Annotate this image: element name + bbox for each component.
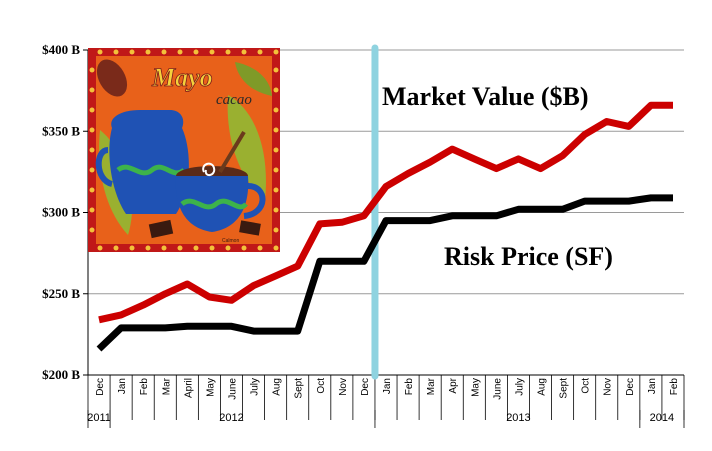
x-tick-label: Oct bbox=[316, 378, 327, 394]
leaf-top-right bbox=[235, 62, 272, 96]
inset-signature: Calmon bbox=[222, 238, 239, 244]
inset-title: Mayo bbox=[151, 63, 213, 92]
x-tick-label: Jan bbox=[647, 378, 658, 394]
pitcher bbox=[109, 110, 189, 214]
year-label: 2014 bbox=[650, 412, 674, 424]
series-lines bbox=[96, 101, 673, 352]
cup-spoon bbox=[218, 130, 246, 174]
y-tick-label: $350 B bbox=[42, 123, 80, 138]
cacao-pod bbox=[96, 59, 128, 97]
inset-artwork: Mayo cacao Calmon bbox=[88, 48, 280, 252]
x-tick-label: Jan bbox=[382, 378, 393, 394]
x-tick-label: Apr bbox=[448, 377, 459, 393]
annotation-market-value: Market Value ($B) bbox=[382, 82, 589, 111]
x-tick-label: Feb bbox=[404, 378, 415, 396]
annotation-risk-price: Risk Price (SF) bbox=[444, 242, 613, 271]
leaf-right bbox=[227, 95, 266, 200]
y-axis-labels: $200 B $250 B $300 B $350 B $400 B bbox=[42, 42, 80, 382]
x-tick-label: July bbox=[514, 378, 525, 396]
x-tick-label: Mar bbox=[161, 377, 172, 395]
year-labels: 2011 2012 2013 2014 bbox=[87, 412, 674, 424]
x-tick-label: Dec bbox=[95, 378, 106, 396]
y-tick-label: $400 B bbox=[42, 42, 80, 57]
y-tick-label: $250 B bbox=[42, 286, 80, 301]
x-tick-label: June bbox=[227, 378, 238, 400]
x-tick-label: Mar bbox=[426, 377, 437, 395]
x-axis-labels: Dec Jan Feb Mar April May June July Aug Sept Oct No… bbox=[95, 377, 680, 399]
x-tick-label: Dec bbox=[360, 378, 371, 396]
cup-pattern bbox=[180, 198, 248, 210]
y-tick-label: $300 B bbox=[42, 205, 80, 220]
x-tick-label: Sept bbox=[559, 378, 570, 399]
x-tick-label: Feb bbox=[139, 378, 150, 396]
cup-foam bbox=[202, 162, 216, 176]
x-tick-label: July bbox=[250, 378, 261, 396]
x-tick-label: Oct bbox=[581, 378, 592, 394]
chocolate-piece bbox=[148, 219, 174, 239]
y-tick-label: $200 B bbox=[42, 367, 80, 382]
year-label: 2013 bbox=[506, 412, 530, 424]
series-line-risk_price bbox=[96, 194, 673, 352]
year-label: 2011 bbox=[87, 412, 111, 424]
x-tick-label: May bbox=[205, 378, 216, 397]
x-tick-label: April bbox=[183, 378, 194, 398]
x-tick-label: Sept bbox=[294, 378, 305, 399]
x-tick-label: Jan bbox=[117, 378, 128, 394]
x-tick-label: Nov bbox=[603, 378, 614, 396]
x-tick-label: June bbox=[492, 378, 503, 400]
x-tick-label: May bbox=[470, 378, 481, 397]
x-tick-label: Feb bbox=[669, 378, 680, 396]
x-tick-label: Nov bbox=[338, 378, 349, 396]
cup-handle bbox=[243, 183, 266, 219]
pitcher-handle bbox=[95, 147, 114, 187]
year-label: 2012 bbox=[219, 412, 243, 424]
series-line-market_value bbox=[98, 101, 673, 324]
chocolate-piece bbox=[239, 220, 261, 236]
pitcher-pattern bbox=[116, 164, 186, 176]
x-tick-label: Aug bbox=[537, 378, 548, 396]
x-tick-label: Dec bbox=[625, 378, 636, 396]
x-tick-label: Aug bbox=[272, 378, 283, 396]
inset-border-pattern bbox=[89, 49, 279, 251]
inset-subtitle: cacao bbox=[216, 92, 252, 108]
